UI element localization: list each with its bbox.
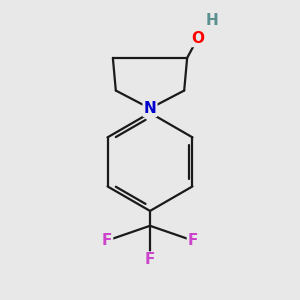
Text: O: O <box>191 31 204 46</box>
Text: F: F <box>188 233 198 248</box>
Text: H: H <box>206 13 219 28</box>
Text: F: F <box>102 233 112 248</box>
Text: F: F <box>145 253 155 268</box>
Text: N: N <box>144 101 156 116</box>
